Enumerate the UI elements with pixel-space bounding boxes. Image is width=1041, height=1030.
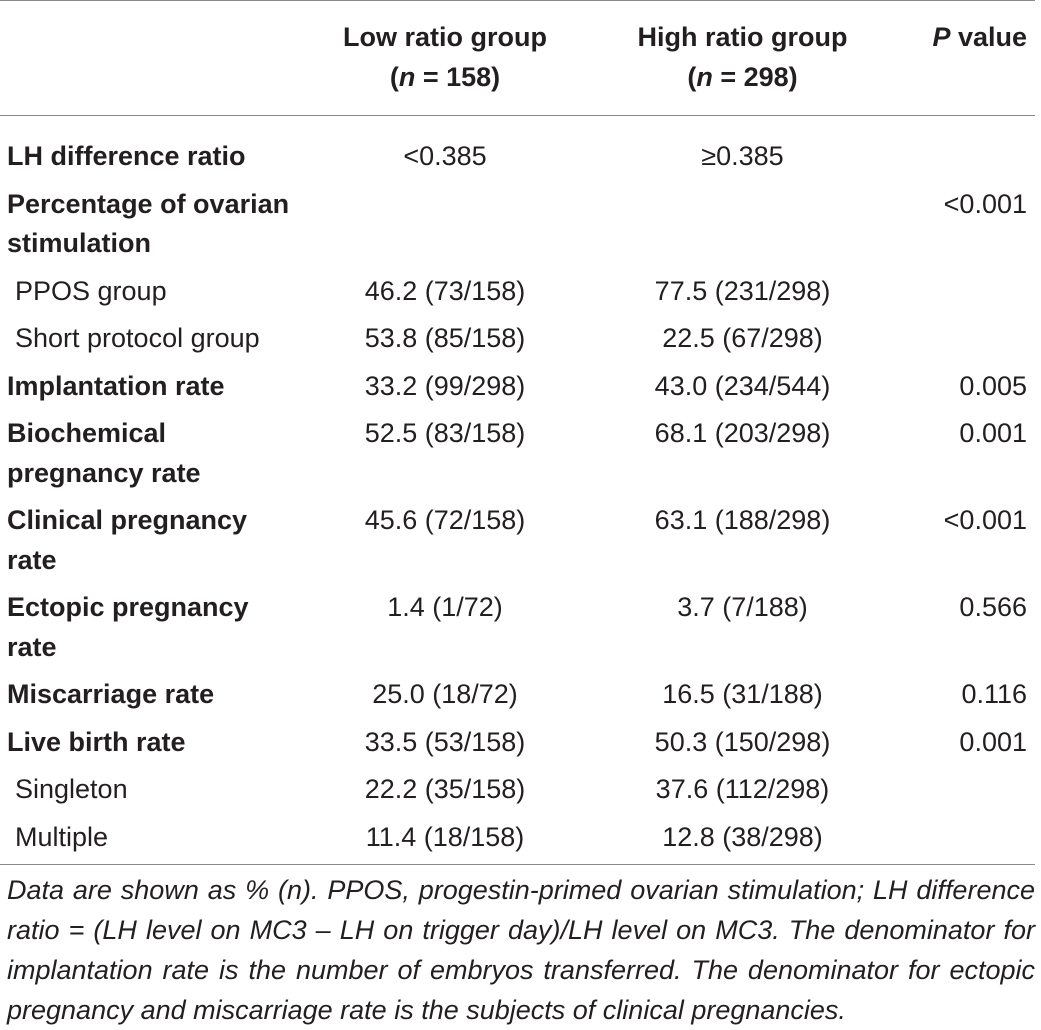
row-label: Percentage of ovarian stimulation (7, 188, 290, 259)
row-label: Singleton (15, 774, 128, 804)
p-symbol: P (932, 22, 951, 52)
header-row: Low ratio group (n = 158) High ratio gro… (0, 18, 1035, 116)
low-group-value: <0.385 (403, 141, 487, 171)
high-group-value (600, 185, 885, 272)
row-label: Short protocol group (15, 323, 260, 353)
table-row: Biochemical pregnancy rate 52.5 (83/158) 6… (0, 414, 1035, 501)
table-row: Miscarriage rate 25.0 (18/72) 16.5 (31/188… (0, 675, 1035, 723)
table-row: LH difference ratio <0.385 ≥0.385 (0, 116, 1035, 185)
header-rule (0, 115, 1035, 116)
table-row: Percentage of ovarian stimulation <0.001 (0, 185, 1035, 272)
low-group-value: 11.4 (18/158) (365, 821, 525, 852)
low-group-value: 52.5 (83/158) (364, 418, 526, 448)
p-value: 0.116 (961, 679, 1027, 709)
table-row: Singleton 22.2 (35/158) 37.6 (112/298) (0, 770, 1035, 818)
high-n-symbol: n (696, 61, 713, 92)
table-footnote: Data are shown as % (n). PPOS, progestin… (7, 875, 1035, 1025)
high-group-value: 22.5 (67/298) (662, 323, 823, 353)
high-group-value: ≥0.385 (701, 141, 784, 171)
high-group-value: 68.1 (203/298) (654, 418, 831, 448)
p-value (885, 319, 1035, 367)
p-value: <0.001 (943, 505, 1027, 535)
p-value (885, 770, 1035, 818)
high-group-value: 50.3 (150/298) (654, 726, 831, 757)
header-low-group: Low ratio group (n = 158) (290, 18, 600, 116)
low-group-value: 33.5 (53/158) (364, 726, 526, 757)
high-group-value: 16.5 (31/188) (662, 679, 823, 709)
p-value: <0.001 (943, 188, 1027, 219)
low-group-value: 46.2 (73/158) (364, 275, 526, 306)
table-body: LH difference ratio <0.385 ≥0.385 Percentag… (0, 116, 1035, 865)
p-value: 0.566 (959, 592, 1027, 622)
high-group-n: (n = 298) (687, 61, 798, 92)
p-value: 0.001 (959, 418, 1027, 448)
table-row: Short protocol group 53.8 (85/158) 22.5 (6… (0, 319, 1035, 367)
table-row: Ectopic pregnancy rate 1.4 (1/72) 3.7 (7/1… (0, 588, 1035, 675)
row-label: LH difference ratio (7, 141, 246, 171)
table-row: Live birth rate 33.5 (53/158) 50.3 (150/29… (0, 723, 1035, 771)
high-group-value: 77.5 (231/298) (654, 275, 831, 306)
row-label: Implantation rate (7, 370, 225, 401)
header-high-group: High ratio group (n = 298) (600, 18, 885, 116)
high-group-value: 43.0 (234/544) (654, 370, 831, 401)
bottom-rule (0, 864, 1035, 865)
row-label: Miscarriage rate (7, 679, 215, 709)
high-group-value: 63.1 (188/298) (654, 505, 831, 535)
top-rule (0, 0, 1035, 1)
p-value: 0.001 (959, 726, 1027, 757)
table-row: Multiple 11.4 (18/158) 12.8 (38/298) (0, 818, 1035, 866)
low-group-value: 53.8 (85/158) (364, 323, 526, 353)
low-group-value: 22.2 (35/158) (364, 774, 526, 804)
low-group-title: Low ratio group (343, 22, 547, 52)
row-label: Clinical pregnancy rate (7, 505, 248, 575)
row-label: PPOS group (15, 275, 167, 306)
low-group-value: 25.0 (18/72) (372, 679, 518, 709)
row-label: Ectopic pregnancy rate (7, 592, 249, 662)
low-group-n: (n = 158) (389, 61, 501, 92)
high-group-value: 3.7 (7/188) (677, 592, 808, 622)
table-row: Implantation rate 33.2 (99/298) 43.0 (234/… (0, 367, 1035, 415)
low-n-symbol: n (398, 61, 416, 92)
p-value-word: value (950, 22, 1027, 52)
results-table: Low ratio group (n = 158) High ratio gro… (0, 18, 1035, 865)
row-label: Live birth rate (7, 726, 186, 757)
high-n-value: = 298) (712, 61, 798, 92)
table-row: Clinical pregnancy rate 45.6 (72/158) 63.1… (0, 501, 1035, 588)
low-group-value (290, 185, 600, 272)
p-value (885, 116, 1035, 185)
row-label: Biochemical pregnancy rate (7, 418, 201, 488)
high-group-value: 12.8 (38/298) (662, 821, 823, 852)
p-value (885, 818, 1035, 866)
high-group-value: 37.6 (112/298) (655, 774, 830, 804)
low-group-value: 33.2 (99/298) (364, 370, 526, 401)
table-row: PPOS group 46.2 (73/158) 77.5 (231/298) (0, 272, 1035, 320)
low-group-value: 45.6 (72/158) (364, 505, 526, 535)
row-label: Multiple (15, 821, 109, 852)
p-value (885, 272, 1035, 320)
low-n-value: = 158) (415, 61, 501, 92)
p-value: 0.005 (959, 370, 1027, 401)
high-group-title: High ratio group (637, 22, 848, 52)
header-p-value: P value (885, 18, 1035, 116)
header-empty-cell (0, 18, 290, 116)
low-group-value: 1.4 (1/72) (387, 592, 503, 622)
